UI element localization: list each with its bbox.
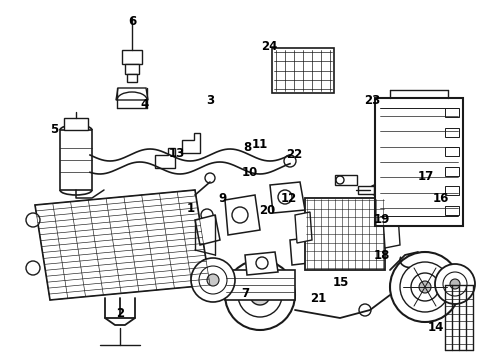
Bar: [305, 198, 385, 270]
Bar: [60, 130, 92, 190]
Bar: [445, 186, 459, 195]
Polygon shape: [116, 88, 148, 100]
Circle shape: [419, 281, 431, 293]
Bar: [272, 48, 334, 93]
Polygon shape: [245, 252, 278, 275]
Bar: [358, 186, 374, 194]
Bar: [375, 98, 463, 226]
Polygon shape: [295, 212, 312, 243]
Circle shape: [26, 213, 40, 227]
Text: 4: 4: [141, 98, 148, 111]
Circle shape: [225, 260, 295, 330]
Bar: [125, 64, 139, 74]
Bar: [445, 147, 459, 156]
Bar: [445, 127, 459, 136]
Text: 12: 12: [281, 192, 297, 204]
Bar: [64, 118, 88, 130]
Text: 20: 20: [259, 204, 275, 217]
Circle shape: [201, 209, 213, 221]
Text: 15: 15: [332, 276, 349, 289]
Text: 13: 13: [168, 147, 185, 159]
Bar: [445, 206, 459, 215]
Text: 8: 8: [244, 141, 251, 154]
Bar: [335, 175, 357, 185]
Polygon shape: [290, 237, 318, 265]
Text: 3: 3: [207, 94, 215, 107]
Circle shape: [191, 258, 235, 302]
Circle shape: [201, 259, 213, 271]
Circle shape: [370, 185, 380, 195]
Bar: [445, 167, 459, 176]
Text: 5: 5: [50, 123, 58, 136]
Polygon shape: [182, 133, 200, 153]
Text: 23: 23: [364, 94, 381, 107]
Polygon shape: [225, 270, 295, 300]
Text: 21: 21: [310, 292, 327, 305]
Polygon shape: [155, 148, 175, 168]
Circle shape: [250, 285, 270, 305]
Circle shape: [26, 261, 40, 275]
Circle shape: [435, 264, 475, 304]
Polygon shape: [225, 195, 260, 235]
Text: 16: 16: [433, 192, 449, 204]
Text: 22: 22: [286, 148, 302, 161]
Text: 9: 9: [219, 192, 227, 204]
Text: 17: 17: [418, 170, 435, 183]
Text: 1: 1: [187, 202, 195, 215]
Text: 18: 18: [374, 249, 391, 262]
Text: 19: 19: [374, 213, 391, 226]
Text: 6: 6: [128, 15, 136, 28]
Bar: [445, 108, 459, 117]
Polygon shape: [270, 182, 305, 213]
Text: 10: 10: [242, 166, 258, 179]
Bar: [122, 50, 142, 64]
Bar: [127, 74, 137, 82]
Polygon shape: [195, 215, 220, 245]
Text: 2: 2: [116, 307, 124, 320]
Polygon shape: [35, 190, 210, 300]
Circle shape: [207, 274, 219, 286]
Text: 7: 7: [241, 287, 249, 300]
Polygon shape: [383, 215, 400, 248]
Text: 11: 11: [251, 138, 268, 150]
Text: 24: 24: [261, 40, 278, 53]
Text: 14: 14: [428, 321, 444, 334]
Circle shape: [390, 252, 460, 322]
Circle shape: [450, 279, 460, 289]
